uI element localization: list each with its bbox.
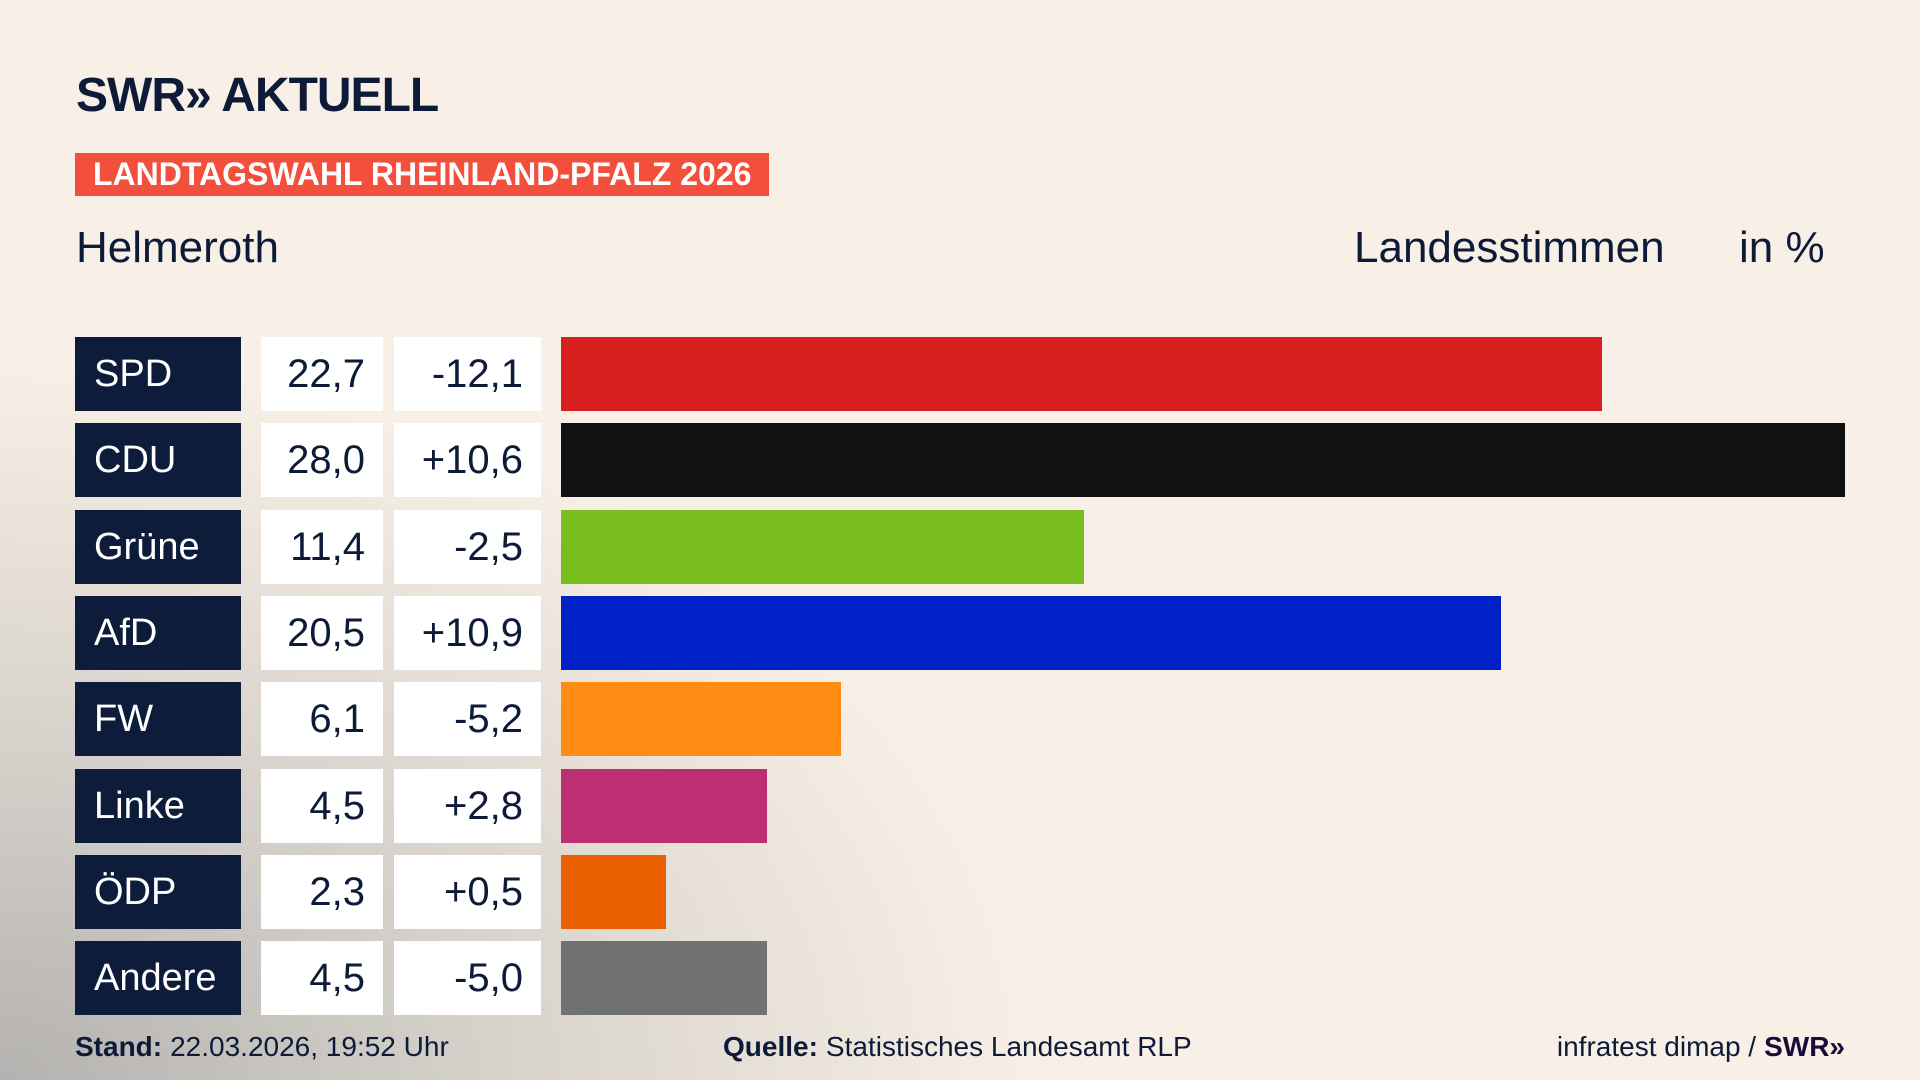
result-row: Grüne 11,4 -2,5 (75, 509, 1875, 584)
value-label: 6,1 (261, 682, 383, 757)
credit: infratest dimap / SWR» (1557, 1030, 1845, 1064)
place-name: Helmeroth (76, 223, 279, 272)
change-label: +2,8 (394, 768, 541, 843)
change-label: +10,9 (394, 595, 541, 670)
bar-afd (561, 595, 1502, 670)
stand-label: Stand: (75, 1031, 163, 1062)
value-label: 11,4 (261, 509, 383, 584)
value-label: 4,5 (261, 941, 383, 1016)
result-row: CDU 28,0 +10,6 (75, 423, 1875, 498)
swr-aktuell-logo: SWR» AKTUELL (76, 69, 439, 122)
result-row: AfD 20,5 +10,9 (75, 595, 1875, 670)
change-label: -2,5 (394, 509, 541, 584)
unit-label: in % (1739, 223, 1825, 272)
value-label: 4,5 (261, 768, 383, 843)
party-label: CDU (75, 423, 241, 498)
party-label: Linke (75, 768, 241, 843)
change-label: -5,0 (394, 941, 541, 1016)
result-row: SPD 22,7 -12,1 (75, 337, 1875, 411)
party-label: Andere (75, 941, 241, 1016)
bar-fw (561, 682, 841, 757)
result-row: Linke 4,5 +2,8 (75, 768, 1875, 843)
swr-logo: SWR» (1764, 1031, 1845, 1062)
change-label: -5,2 (394, 682, 541, 757)
timestamp: Stand: 22.03.2026, 19:52 Uhr (75, 1030, 449, 1064)
bar-andere (561, 941, 768, 1016)
election-title-band: LANDTAGSWAHL RHEINLAND-PFALZ 2026 (75, 153, 770, 196)
value-label: 20,5 (261, 595, 383, 670)
value-label: 28,0 (261, 423, 383, 498)
source-value: Statistisches Landesamt RLP (825, 1031, 1192, 1062)
source: Quelle: Statistisches Landesamt RLP (723, 1030, 1192, 1064)
result-row: ÖDP 2,3 +0,5 (75, 854, 1875, 929)
change-label: +0,5 (394, 854, 541, 929)
bar-grüne (561, 509, 1084, 584)
bar-spd (561, 337, 1602, 411)
party-label: Grüne (75, 509, 241, 584)
stand-value: 22.03.2026, 19:52 Uhr (170, 1031, 449, 1062)
source-label: Quelle: (723, 1031, 818, 1062)
bar-linke (561, 768, 768, 843)
value-label: 22,7 (261, 337, 383, 411)
party-label: SPD (75, 337, 241, 411)
result-row: FW 6,1 -5,2 (75, 682, 1875, 757)
measure-label: Landesstimmen (1354, 223, 1665, 272)
credit-text: infratest dimap / (1556, 1031, 1757, 1062)
change-label: -12,1 (394, 337, 541, 411)
party-label: ÖDP (75, 854, 241, 929)
value-label: 2,3 (261, 854, 383, 929)
bar-ödp (561, 854, 667, 929)
party-label: AfD (75, 595, 241, 670)
bar-cdu (561, 423, 1845, 498)
party-label: FW (75, 682, 241, 757)
result-row: Andere 4,5 -5,0 (75, 941, 1875, 1016)
change-label: +10,6 (394, 423, 541, 498)
